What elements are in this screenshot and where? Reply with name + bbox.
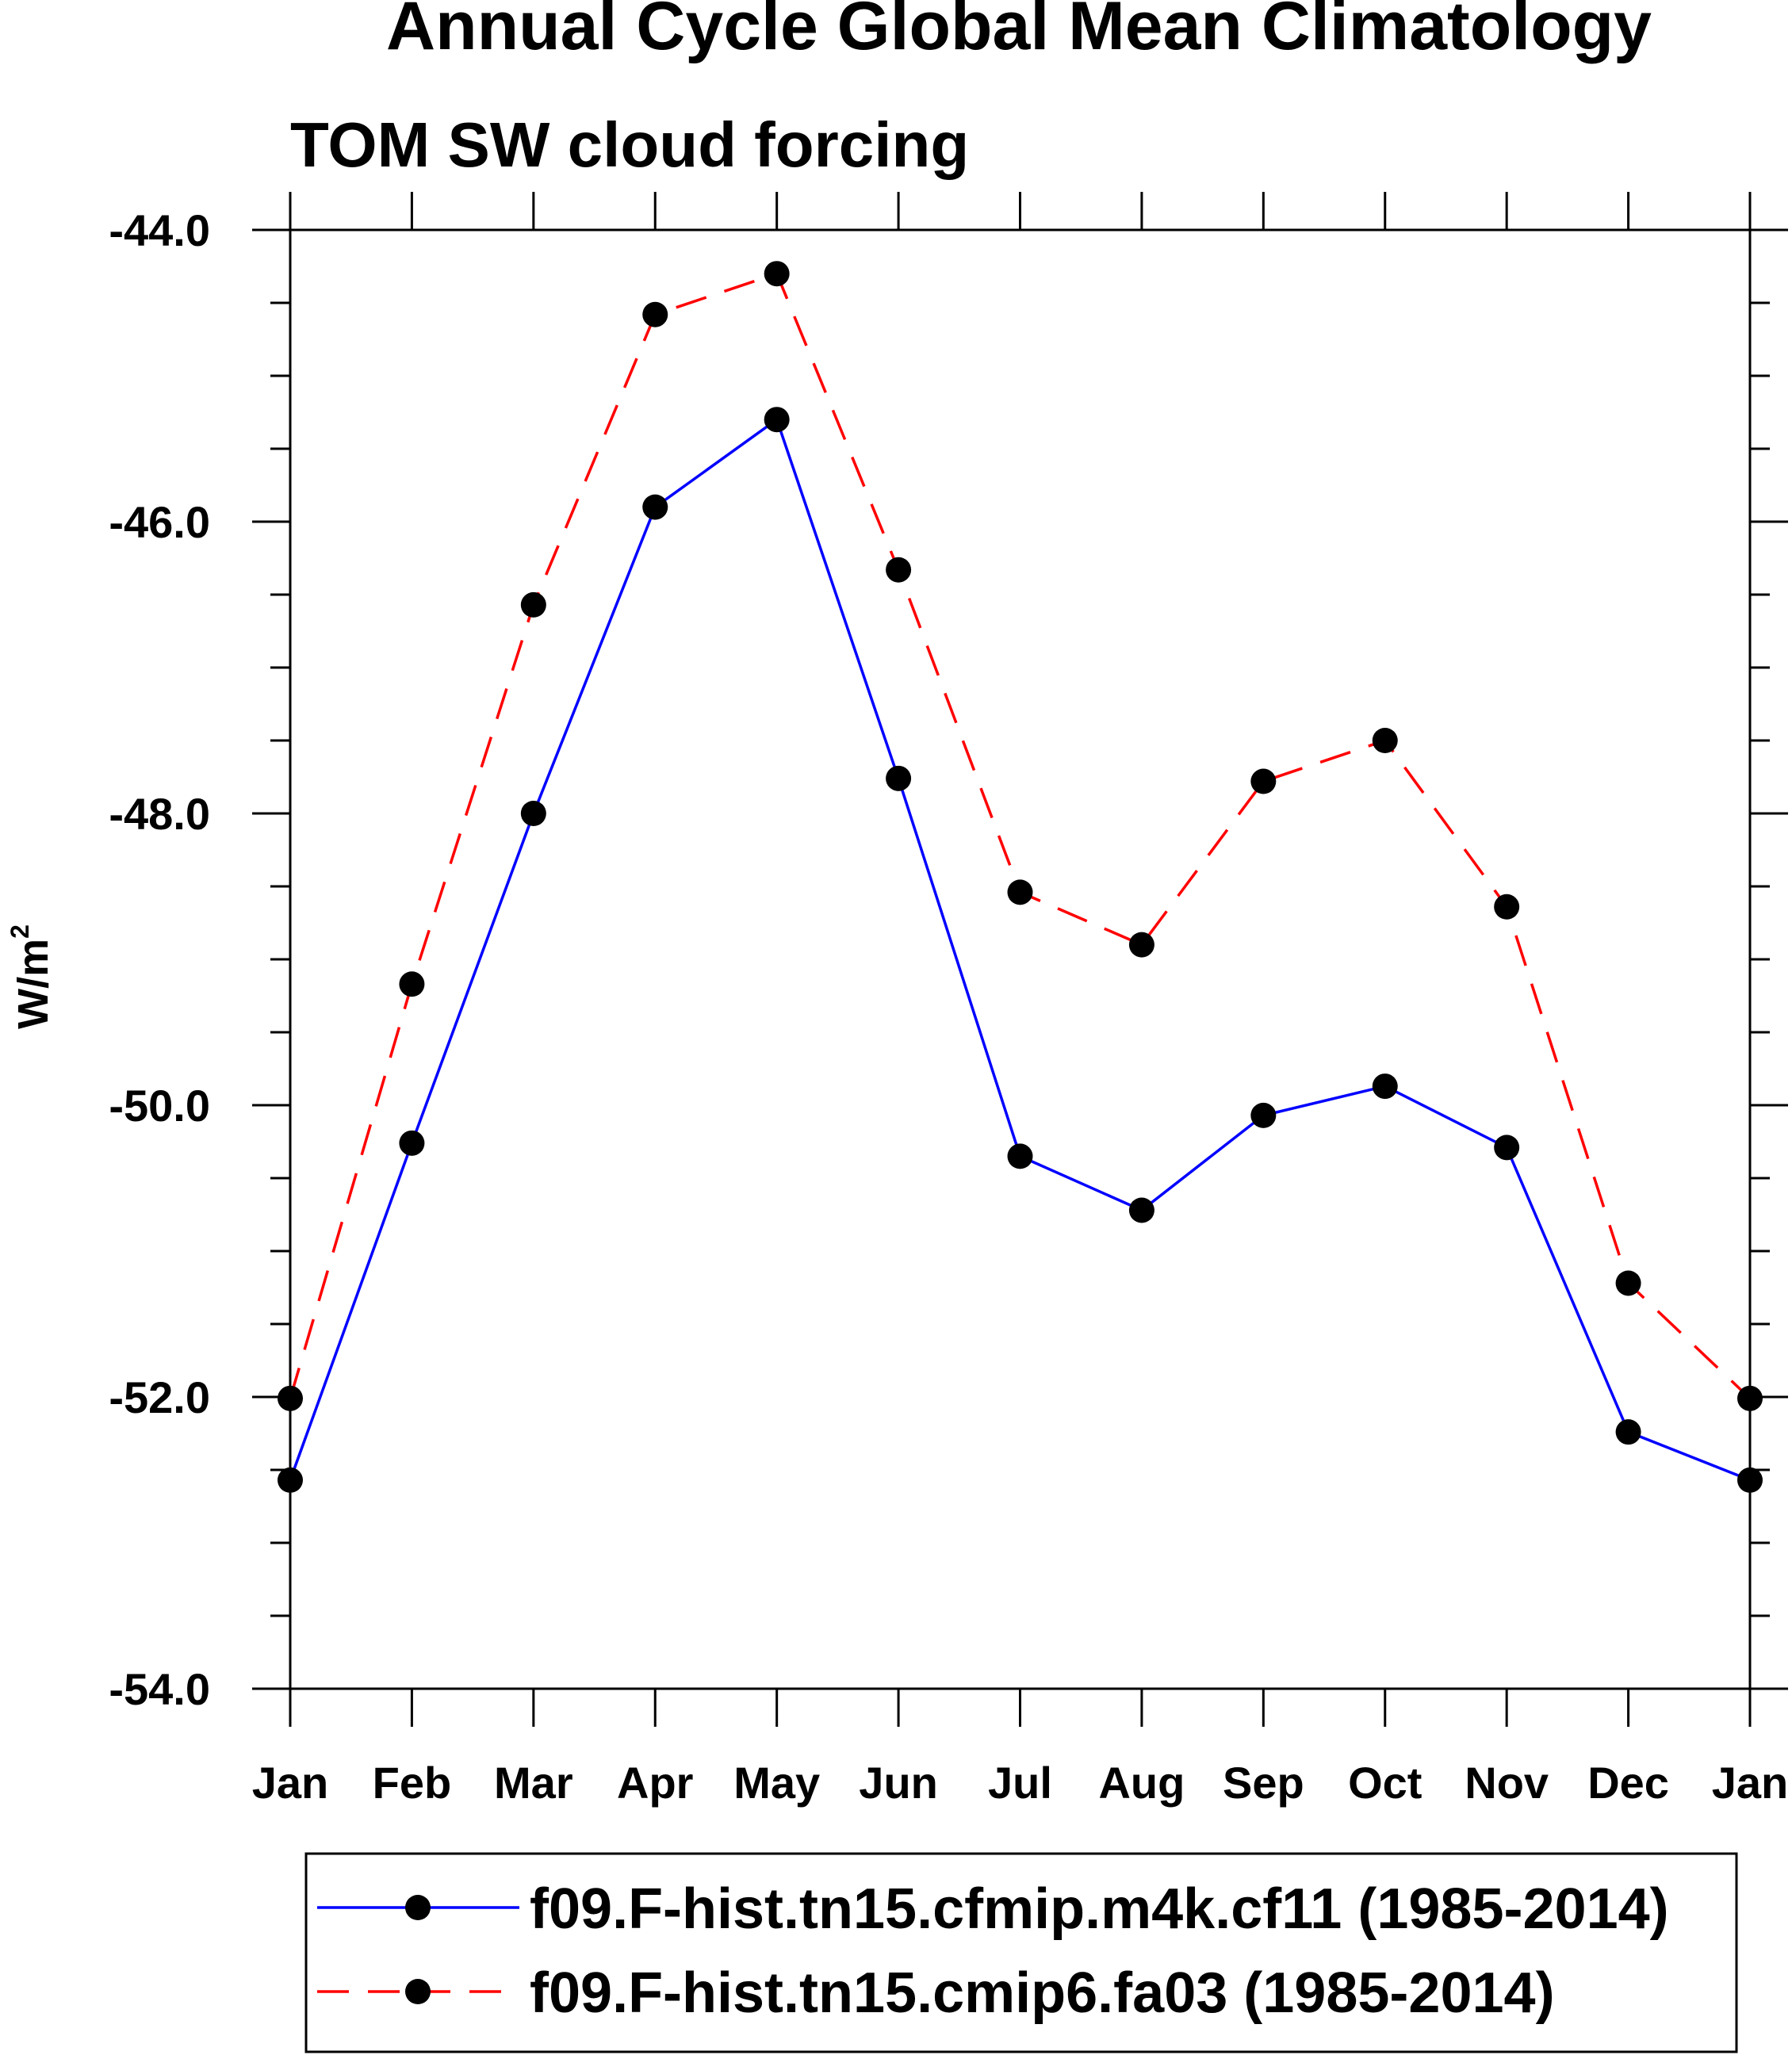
x-tick-label: Sep [1223,1758,1304,1808]
plot-frame [289,228,1752,1690]
x-tick-label: Nov [1465,1758,1549,1808]
chart-title: Annual Cycle Global Mean Climatology [386,0,1652,64]
y-axis-label-text: W/m [10,939,57,1029]
legend: f09.F-hist.tn15.cfmip.m4k.cf11 (1985-201… [304,1852,1738,2053]
x-tick-label: Dec [1587,1758,1669,1808]
y-tick-label: -54.0 [109,1664,210,1714]
data-point [1494,1135,1520,1161]
data-point [1737,1467,1763,1493]
series-line [289,417,1751,1482]
x-tick-label: Apr [617,1758,693,1808]
y-axis-label-superscript: 2 [6,924,34,939]
data-point [1128,1197,1154,1223]
y-axis-label: W/m2 [6,924,57,1029]
data-point [278,1467,303,1493]
y-tick-label: -52.0 [109,1372,210,1422]
x-tick-label: Aug [1098,1758,1185,1808]
data-point [1615,1419,1641,1445]
data-point [1737,1385,1763,1411]
x-tick-label: Jul [988,1758,1052,1808]
legend-label: f09.F-hist.tn15.cmip6.fa03 (1985-2014) [530,1961,1555,2025]
data-point [1372,1073,1398,1100]
legend-box [304,1852,1738,2053]
chart-subtitle: TOM SW cloud forcing [290,109,969,180]
x-tick-label: Mar [494,1758,573,1808]
data-point [764,261,790,287]
y-tick-label: -44.0 [109,205,210,255]
data-point [1250,1102,1277,1128]
data-point [1372,728,1398,753]
y-tick-label: -46.0 [109,497,210,547]
x-tick-label: Jun [859,1758,938,1808]
data-point [399,971,425,997]
data-point [1007,1143,1033,1169]
data-point [1007,879,1033,905]
legend-label: f09.F-hist.tn15.cfmip.m4k.cf11 (1985-201… [530,1877,1669,1941]
data-point [886,557,912,583]
legend-marker [405,1895,431,1920]
data-point [764,407,790,433]
data-point [886,765,912,791]
data-point [1615,1270,1641,1296]
data-point [399,1130,425,1156]
data-point [1250,768,1277,794]
data-point [520,801,546,826]
data-point [1494,894,1520,920]
series-line [289,272,1752,1400]
x-tick-label: May [733,1758,820,1808]
legend-marker [405,1979,431,2004]
data-point [642,494,668,520]
y-tick-label: -48.0 [109,789,210,839]
data-point [520,591,546,618]
x-tick-label: Jan [1712,1758,1789,1808]
y-tick-label: -50.0 [109,1081,210,1131]
data-point [642,301,668,327]
data-point [278,1385,303,1411]
data-point [1128,932,1154,958]
plot-area: Jan Feb Mar Apr May Jun Jul Aug Sep Oct Nov Dec Jan-… [109,192,1788,1808]
x-tick-label: Oct [1348,1758,1422,1808]
x-tick-label: Feb [373,1758,452,1808]
x-tick-label: Jan [252,1758,329,1808]
